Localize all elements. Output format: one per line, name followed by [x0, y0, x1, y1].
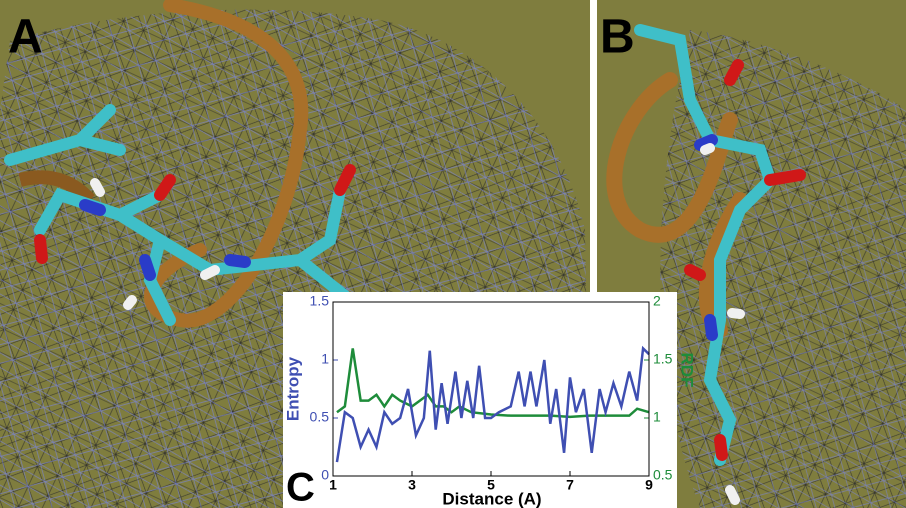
- y2-tick-label: 0.5: [653, 467, 673, 483]
- y2-axis-label: RDF: [678, 353, 697, 388]
- y-tick-label: 0: [321, 467, 329, 483]
- x-tick-label: 9: [645, 477, 653, 493]
- x-tick-label: 7: [566, 477, 574, 493]
- panel-label: A: [8, 11, 43, 64]
- y2-tick-label: 2: [653, 293, 661, 309]
- panel-label: B: [600, 11, 635, 64]
- figure: A B C Distance (A) Entropy RDF 1357900.5…: [0, 0, 906, 508]
- y2-tick-label: 1: [653, 409, 661, 425]
- panel-label: C: [286, 466, 315, 508]
- x-tick-label: 5: [487, 477, 495, 493]
- y-tick-label: 1.5: [310, 293, 330, 309]
- y-tick-label: 1: [321, 351, 329, 367]
- x-tick-label: 3: [408, 477, 416, 493]
- y2-tick-label: 1.5: [653, 351, 673, 367]
- y-tick-label: 0.5: [310, 409, 330, 425]
- x-tick-label: 1: [329, 477, 337, 493]
- y-axis-label: Entropy: [283, 356, 302, 421]
